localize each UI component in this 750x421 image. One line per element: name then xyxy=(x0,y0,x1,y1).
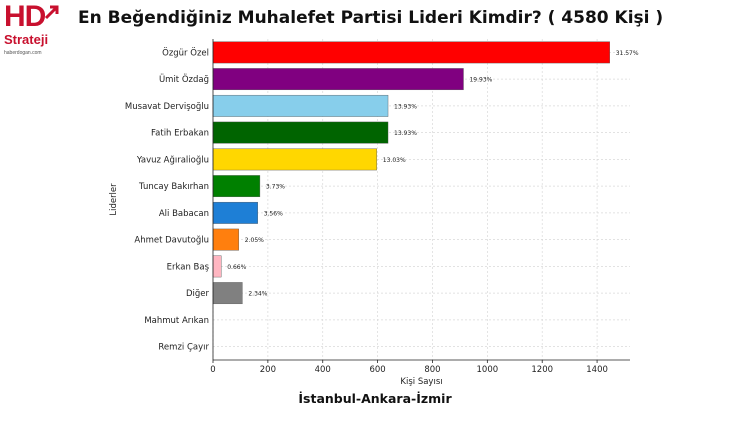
logo-site: haberdogan.com xyxy=(4,50,42,56)
bar-7 xyxy=(212,201,258,224)
category-label: Erkan Baş xyxy=(167,262,210,272)
data-label: 13.93% xyxy=(394,103,417,110)
logo-brand: HD xyxy=(4,0,46,33)
x-axis-label: Kişi Sayısı xyxy=(400,377,442,387)
category-label: Musavat Dervişoğlu xyxy=(125,102,209,112)
y-axis-label: Liderler xyxy=(109,183,119,216)
x-tick-label: 1200 xyxy=(531,365,553,375)
bar-6 xyxy=(212,175,261,198)
category-label: Ahmet Davutoğlu xyxy=(134,236,209,246)
bar-8 xyxy=(212,228,239,251)
data-label: 3.56% xyxy=(264,210,283,217)
bar-5 xyxy=(212,148,377,171)
x-tick-label: 1400 xyxy=(586,365,608,375)
data-label: 19.93% xyxy=(469,77,492,84)
x-tick-label: 1000 xyxy=(477,365,499,375)
hd-strateji-logo: HD Strateji haberdogan.com xyxy=(4,2,64,64)
category-label: Yavuz Ağıralioğlu xyxy=(136,155,209,165)
data-label: 13.93% xyxy=(394,130,417,137)
data-label: 13.03% xyxy=(383,157,406,164)
x-tick-label: 400 xyxy=(315,365,331,375)
category-label: Ümit Özdağ xyxy=(159,74,209,85)
category-label: Remzi Çayır xyxy=(158,343,209,353)
category-label: Fatih Erbakan xyxy=(151,129,209,139)
chart-title: En Beğendiğiniz Muhalefet Partisi Lideri… xyxy=(78,8,664,28)
x-tick-label: 600 xyxy=(369,365,385,375)
x-tick-label: 800 xyxy=(424,365,440,375)
bar-4 xyxy=(212,121,389,144)
x-tick-label: 0 xyxy=(210,365,215,375)
x-tick-label: 200 xyxy=(260,365,276,375)
data-label: 3.73% xyxy=(266,184,285,191)
category-label: Tuncay Bakırhan xyxy=(138,182,209,192)
category-label: Mahmut Arıkan xyxy=(144,316,209,326)
category-label: Özgür Özel xyxy=(162,47,209,58)
footer-cities: İstanbul-Ankara-İzmir xyxy=(298,391,452,406)
data-label: 2.34% xyxy=(248,291,267,298)
bar-3 xyxy=(212,94,389,117)
bar-10 xyxy=(212,282,243,305)
data-label: 31.57% xyxy=(616,50,639,57)
data-label: 2.05% xyxy=(245,237,264,244)
data-label: 0.66% xyxy=(227,264,246,271)
category-label: Ali Babacan xyxy=(159,209,209,219)
bar-1 xyxy=(212,41,610,64)
logo-arrow-icon xyxy=(44,5,59,20)
category-label: Diğer xyxy=(186,289,210,299)
bar-2 xyxy=(212,68,464,91)
bar-9 xyxy=(212,255,222,278)
logo-name: Strateji xyxy=(4,32,49,47)
